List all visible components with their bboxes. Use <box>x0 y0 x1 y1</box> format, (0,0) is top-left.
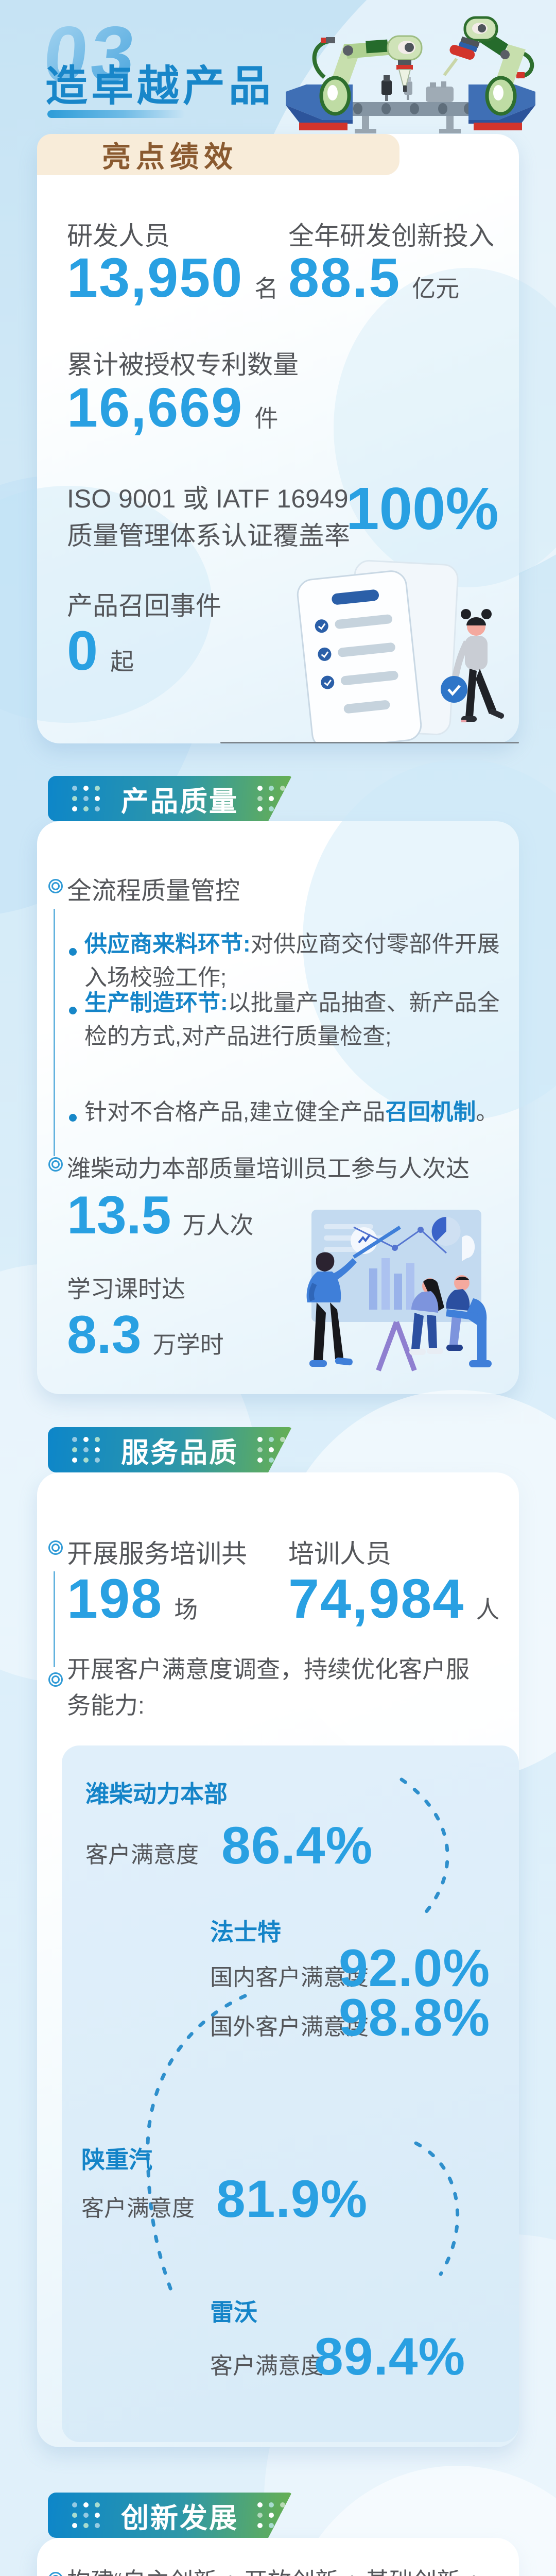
shacman-satisfaction-label: 客户满意度 <box>81 2196 195 2221</box>
rd-staff-value: 13,950 <box>67 246 244 309</box>
connector-line <box>54 909 55 1156</box>
iso-stat: 100% <box>346 474 499 543</box>
fast-overseas-label: 国外客户满意度 <box>210 2014 369 2040</box>
quality-heading: 全流程质量管控 <box>67 877 240 905</box>
service-trainees-value: 74,984 <box>288 1567 465 1630</box>
quality-hours-value: 8.3 <box>67 1305 142 1365</box>
rd-staff-stat: 13,950 名 <box>67 245 278 310</box>
brand-weichai: 潍柴动力本部 <box>85 1781 228 1807</box>
highlight-banner-label: 亮点绩效 <box>102 140 238 173</box>
fast-overseas-value: 98.8% <box>339 1988 491 2047</box>
quality-hours-unit: 万学时 <box>152 1331 224 1358</box>
title-underline <box>47 110 185 118</box>
brand-fast: 法士特 <box>210 1919 281 1945</box>
rd-invest-value: 88.5 <box>288 246 401 309</box>
quality-training-value: 13.5 <box>67 1185 171 1245</box>
weichai-satisfaction-label: 客户满意度 <box>85 1842 199 1868</box>
service-banner: 服务品质 <box>48 1427 292 1472</box>
service-survey-line1: 开展客户满意度调查，持续优化客户服 <box>67 1656 470 1683</box>
fast-domestic-label: 国内客户满意度 <box>210 1965 369 1990</box>
shacman-satisfaction-value: 81.9% <box>216 2170 368 2228</box>
highlight-card: 研发人员 全年研发创新投入 13,950 名 88.5 亿元 累计被授权专利数量… <box>0 134 556 743</box>
quality-training-label: 潍柴动力本部质量培训员工参与人次达 <box>67 1155 470 1182</box>
checklist-illustration <box>297 560 505 742</box>
recall-stat: 0 起 <box>67 618 134 683</box>
dots-decoration <box>256 1429 289 1470</box>
service-trainees-unit: 人 <box>476 1596 500 1623</box>
training-illustration <box>306 1210 492 1371</box>
quality-bullet-1-text: 对供应商交付零部件开展入场校验工作; <box>84 931 500 991</box>
ring-bullet <box>48 1540 63 1555</box>
dot-bullet <box>69 948 77 956</box>
innovation-banner: 创新发展 <box>48 2493 292 2538</box>
rd-invest-stat: 88.5 亿元 <box>288 245 459 310</box>
innovation-banner-label: 创新发展 <box>121 2502 238 2534</box>
recall-value: 0 <box>67 619 99 682</box>
service-banner-label: 服务品质 <box>121 1437 238 1468</box>
quality-banner: 产品质量 <box>48 776 292 821</box>
recall-unit: 起 <box>110 648 134 675</box>
innovation-card: 构建“自主创新 + 开放创新 + 基础创新 + 工匠创新”四位一体的科技创新体系… <box>37 2466 556 2576</box>
dots-decoration <box>71 2495 103 2536</box>
service-sessions-unit: 场 <box>174 1596 198 1623</box>
rd-staff-unit: 名 <box>254 275 279 302</box>
brand-shacman: 陕重汽 <box>81 2146 152 2173</box>
quality-bullet-3-post: 。 <box>476 1099 499 1125</box>
page-title: 造卓越产品 <box>45 63 275 110</box>
service-card: 开展服务培训共 培训人员 198 场 74,984 人 开展客户满意度调查，持续… <box>37 1390 556 2447</box>
recall-label: 产品召回事件 <box>67 591 221 620</box>
iso-label-line2: 质量管理体系认证覆盖率 <box>67 521 350 550</box>
patents-total-unit: 件 <box>254 405 279 432</box>
dots-decoration <box>256 778 289 819</box>
rd-invest-unit: 亿元 <box>412 275 460 302</box>
quality-bullet-3: 针对不合格产品,建立健全产品召回机制。 <box>84 1095 517 1129</box>
lovol-satisfaction-label: 客户满意度 <box>210 2353 323 2379</box>
service-sessions-stat: 198 场 <box>67 1566 198 1631</box>
dashed-arc-decoration <box>146 1777 460 2295</box>
service-trainees-label: 培训人员 <box>288 1539 391 1568</box>
service-trainees-stat: 74,984 人 <box>288 1566 499 1631</box>
quality-bullet-2-lead: 生产制造环节: <box>84 990 228 1015</box>
ring-bullet <box>48 1672 63 1687</box>
quality-hours-stat: 8.3 万学时 <box>67 1304 224 1366</box>
quality-banner-label: 产品质量 <box>121 786 238 817</box>
innovation-system-line1: 构建“自主创新 + 开放创新 + 基础创新 + <box>67 2564 481 2576</box>
fast-domestic-value: 92.0% <box>339 1939 491 1997</box>
quality-card: 全流程质量管控 供应商来料环节:对供应商交付零部件开展入场校验工作; 生产制造环… <box>37 759 556 1394</box>
ring-bullet <box>48 2572 63 2576</box>
quality-training-unit: 万人次 <box>182 1212 254 1239</box>
robot-arms-illustration <box>286 16 535 133</box>
iso-value: 100% <box>346 475 499 542</box>
iso-label-line1: ISO 9001 或 IATF 16949 <box>67 484 349 513</box>
service-survey-line2: 务能力: <box>67 1692 145 1719</box>
connector-line <box>54 1571 55 1667</box>
satisfaction-panel: 潍柴动力本部 客户满意度 86.4% 法士特 国内客户满意度 92.0% 国外客… <box>62 1745 519 2442</box>
dots-decoration <box>71 1429 103 1470</box>
ground-line <box>220 742 519 743</box>
dot-bullet <box>69 1114 77 1122</box>
brand-lovol: 雷沃 <box>210 2299 257 2326</box>
quality-hours-label: 学习课时达 <box>67 1276 185 1302</box>
patents-total-stat: 16,669 件 <box>67 375 278 439</box>
quality-bullet-2: 生产制造环节:以批量产品抽查、新产品全检的方式,对产品进行质量检查; <box>84 986 506 1053</box>
lovol-satisfaction-value: 89.4% <box>314 2327 466 2386</box>
dot-bullet <box>69 1007 77 1014</box>
service-sessions-label: 开展服务培训共 <box>67 1539 247 1568</box>
dots-decoration <box>256 2495 289 2536</box>
quality-bullet-3-pre: 针对不合格产品,建立健全产品 <box>84 1099 386 1125</box>
ring-bullet <box>48 879 63 893</box>
highlight-banner: 亮点绩效 <box>37 134 399 175</box>
quality-bullet-3-em: 召回机制 <box>385 1099 476 1125</box>
quality-bullet-1-lead: 供应商来料环节: <box>84 931 251 957</box>
ring-bullet <box>48 1157 63 1172</box>
dots-decoration <box>71 778 103 819</box>
weichai-satisfaction-value: 86.4% <box>221 1816 373 1875</box>
quality-training-stat: 13.5 万人次 <box>67 1185 253 1246</box>
service-sessions-value: 198 <box>67 1567 163 1630</box>
patents-total-value: 16,669 <box>67 376 244 438</box>
quality-bullet-2-text: 以批量产品抽查、新产品全检的方式,对产品进行质量检查; <box>84 990 500 1049</box>
quality-bullet-1: 供应商来料环节:对供应商交付零部件开展入场校验工作; <box>84 927 506 994</box>
